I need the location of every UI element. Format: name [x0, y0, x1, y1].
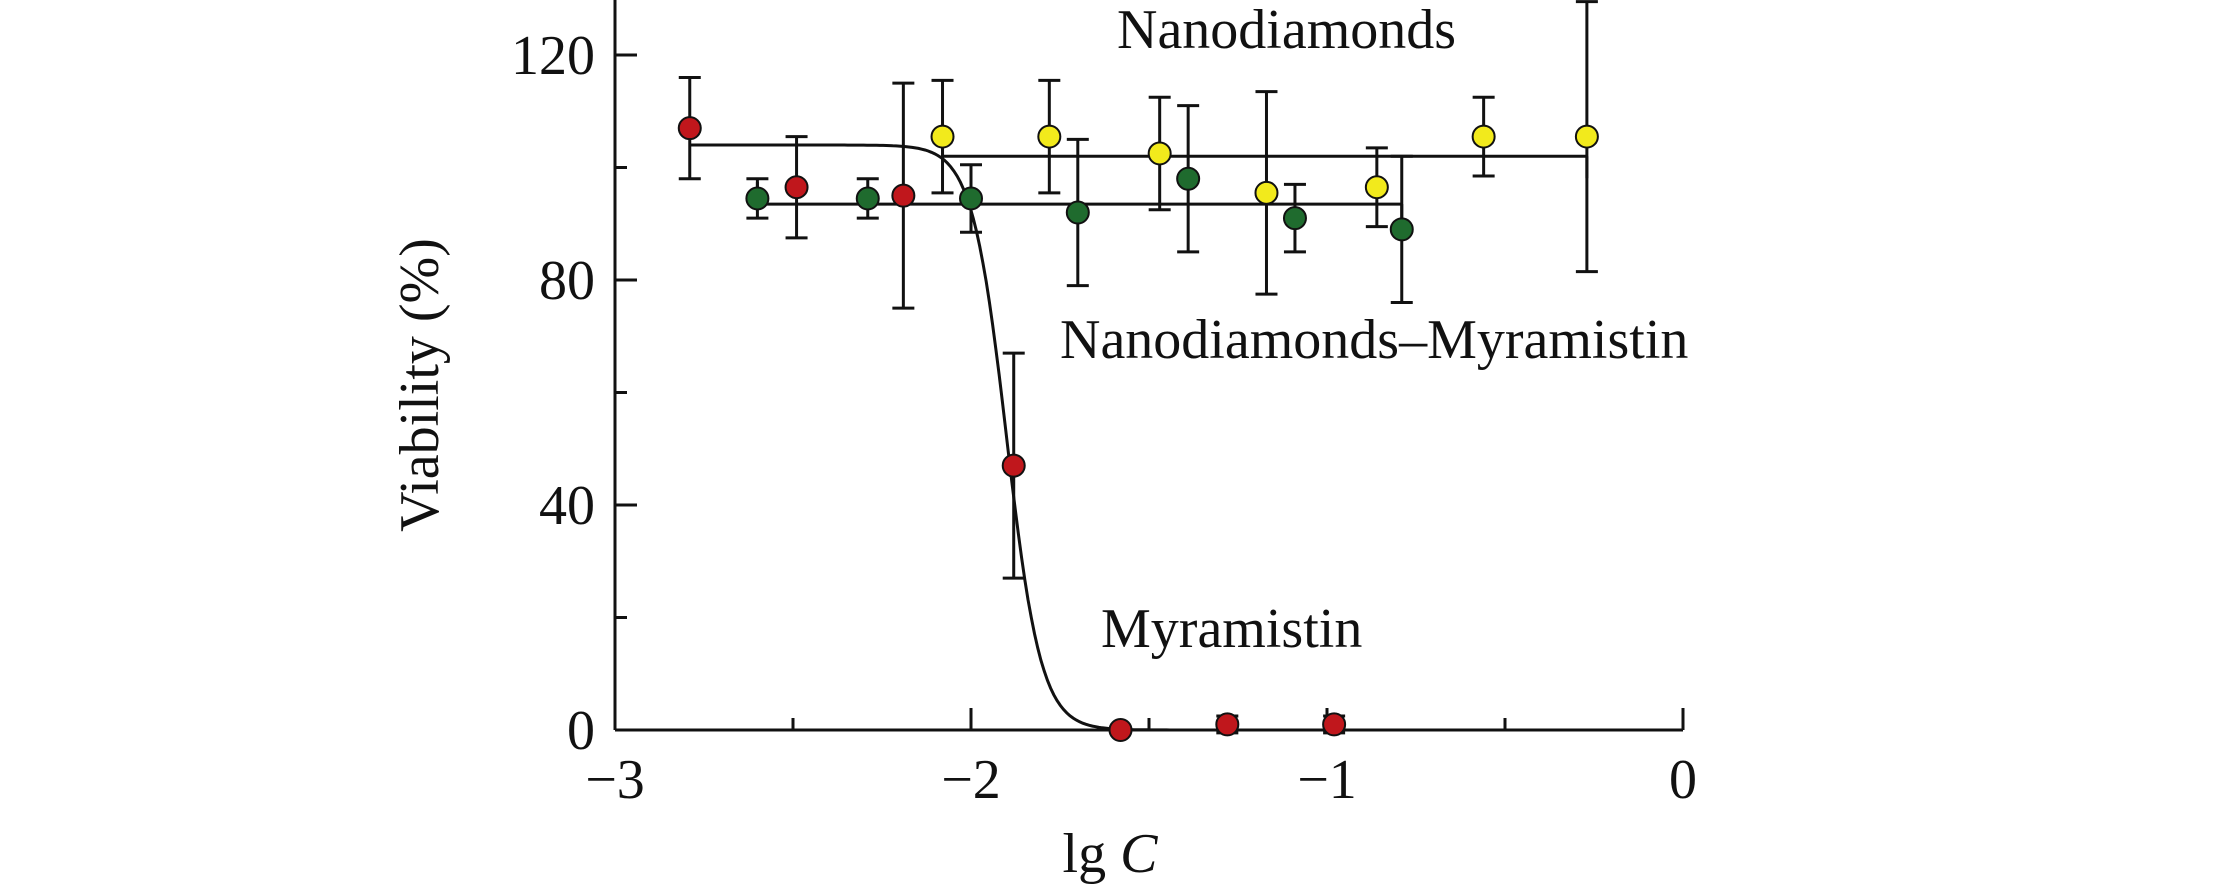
data-point [1364, 175, 1389, 200]
data-point [1282, 206, 1307, 231]
x-ticks: −3 −2 −1 0 [585, 708, 1697, 811]
y-tick-label: 80 [539, 250, 595, 312]
data-point [1001, 453, 1026, 478]
data-point [1574, 124, 1599, 149]
y-axis: 0 40 80 120 [511, 0, 637, 762]
data-point [855, 186, 880, 211]
y-tick-label: 120 [511, 25, 595, 87]
data-points [677, 116, 1599, 742]
data-point [1176, 166, 1201, 191]
data-point [1108, 718, 1133, 742]
y-tick-label: 0 [567, 700, 595, 762]
data-point [677, 116, 702, 141]
data-point [1147, 141, 1172, 166]
data-point [1471, 124, 1496, 149]
x-tick-label: −1 [1297, 749, 1357, 811]
data-point [1322, 712, 1347, 737]
data-point [930, 124, 955, 149]
annotation-myramistin: Myramistin [1101, 598, 1362, 660]
x-tick-label: 0 [1669, 749, 1697, 811]
x-axis-label-prefix: lg [1063, 823, 1121, 885]
data-point [1389, 217, 1414, 242]
y-tick-label: 40 [539, 475, 595, 537]
data-point [745, 186, 770, 211]
y-axis-label: Viability (%) [389, 238, 451, 532]
data-point [1254, 180, 1279, 205]
x-axis: −3 −2 −1 0 [585, 708, 1697, 811]
x-axis-label: lg C [1063, 823, 1159, 885]
data-point [1065, 200, 1090, 225]
x-axis-label-variable: C [1120, 823, 1158, 885]
data-point [1037, 124, 1062, 149]
data-point [959, 186, 983, 211]
data-point [1215, 712, 1240, 737]
annotation-nanodiamonds: Nanodiamonds [1117, 0, 1456, 61]
data-point [891, 183, 916, 208]
annotation-nanodiamonds-myramistin: Nanodiamonds–Myramistin [1060, 309, 1688, 371]
x-tick-label: −3 [585, 749, 645, 811]
y-ticks: 0 40 80 120 [511, 25, 637, 762]
x-tick-label: −2 [941, 749, 1001, 811]
data-point [784, 175, 809, 200]
